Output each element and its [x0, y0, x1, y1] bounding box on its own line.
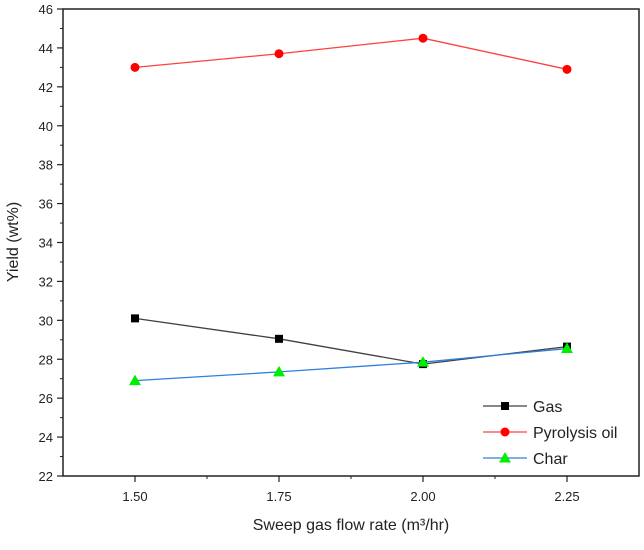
x-tick-label: 2.00	[410, 489, 435, 504]
series-line-char	[134, 347, 568, 382]
y-axis-label: Yield (wt%)	[5, 202, 22, 282]
y-tick-label: 40	[39, 119, 53, 134]
data-point-pyrolysis-oil	[418, 33, 428, 43]
legend-label-char: Char	[533, 451, 568, 468]
series-line-gas	[134, 317, 568, 365]
x-tick-label: 1.50	[122, 489, 147, 504]
data-point-char	[129, 374, 141, 386]
x-tick-label: 2.25	[554, 489, 579, 504]
y-tick-label: 24	[39, 430, 53, 445]
y-tick-label: 22	[39, 469, 53, 484]
y-tick-label: 30	[39, 313, 53, 328]
data-point-char	[417, 356, 429, 367]
y-tick-label: 34	[39, 236, 53, 251]
data-point-gas	[275, 334, 283, 343]
legend-marker-gas	[501, 402, 509, 410]
legend-marker-char	[499, 452, 511, 463]
x-tick-label: 1.75	[266, 489, 291, 504]
legend-label-gas: Gas	[533, 399, 562, 416]
y-tick-label: 46	[39, 2, 53, 17]
data-point-pyrolysis-oil	[130, 62, 140, 72]
y-tick-label: 28	[39, 352, 53, 367]
data-point-pyrolysis-oil	[274, 49, 284, 59]
data-point-pyrolysis-oil	[562, 64, 572, 74]
data-point-char	[561, 342, 573, 354]
y-tick-label: 42	[39, 80, 53, 95]
data-point-gas	[131, 314, 139, 323]
y-tick-label: 38	[39, 158, 53, 173]
x-axis-label: Sweep gas flow rate (m³/hr)	[253, 517, 450, 534]
y-tick-label: 44	[39, 41, 53, 56]
legend-label-pyrolysis-oil: Pyrolysis oil	[533, 425, 617, 442]
legend-marker-pyrolysis-oil	[500, 427, 510, 437]
data-point-char	[273, 365, 285, 377]
series-line-pyrolysis-oil	[134, 37, 568, 70]
y-tick-label: 32	[39, 274, 53, 289]
y-tick-label: 26	[39, 391, 53, 406]
y-tick-label: 36	[39, 197, 53, 212]
legend: Gas Pyrolysis oil Char	[483, 399, 617, 468]
